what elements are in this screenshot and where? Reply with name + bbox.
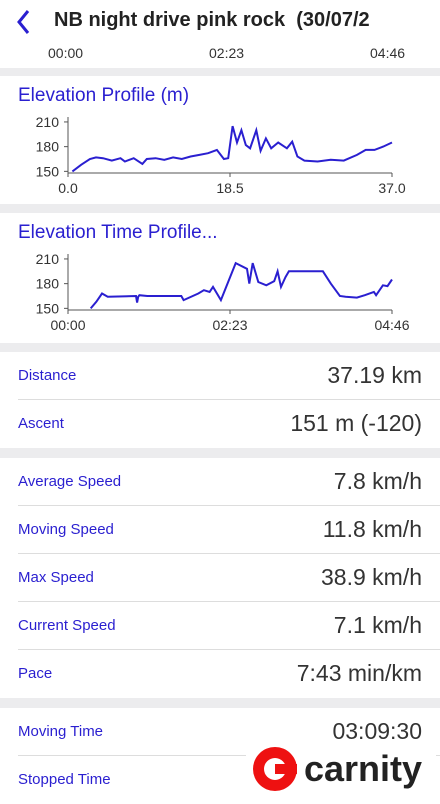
y-tick-label: 210 (36, 114, 60, 130)
chart-card: Elevation Time Profile... 150 180 210 00:00… (0, 213, 440, 343)
chart-card: Elevation Profile (m) 150 180 210 0.0 18.5 37… (0, 76, 440, 204)
stat-value: 03:09:30 (332, 718, 422, 744)
x-tick-label: 00:00 (50, 317, 85, 333)
x-tick-label: 0.0 (58, 180, 78, 196)
x-tick-label: 18.5 (216, 180, 243, 196)
time-label: 00:00 (48, 45, 84, 61)
back-button[interactable] (8, 2, 38, 42)
y-tick-label: 150 (36, 163, 60, 179)
stat-value: 37.19 km (327, 362, 422, 388)
stat-value: 7.1 km/h (333, 612, 422, 638)
stat-label: Distance (18, 367, 77, 384)
y-tick-label: 210 (36, 251, 60, 267)
stat-row: Moving Speed 11.8 km/h (0, 506, 440, 554)
chart-title: Elevation Profile (m) (18, 85, 190, 106)
x-tick-label: 04:46 (374, 317, 409, 333)
chart: 150 180 210 00:00 02:23 04:46 (36, 251, 410, 333)
stat-value: 7.8 km/h (333, 468, 422, 494)
stat-row: Ascent 151 m (-120) (0, 400, 440, 448)
x-tick-label: 02:23 (212, 317, 247, 333)
timeline-axis: 00:00 02:23 04:46 (0, 42, 440, 68)
stats-group: Average Speed 7.8 km/h Moving Speed 11.8 km… (0, 458, 440, 698)
stat-label: Max Speed (18, 569, 94, 586)
x-tick-label: 37.0 (378, 180, 405, 196)
stat-row: Stopped Time (0, 756, 440, 804)
stat-label: Pace (18, 665, 53, 682)
stat-value: 38.9 km/h (321, 564, 422, 590)
stat-value: 11.8 km/h (322, 516, 422, 542)
y-tick-label: 180 (36, 139, 60, 155)
y-tick-label: 150 (36, 300, 60, 316)
stat-row: Distance 37.19 km (0, 352, 440, 400)
chart: 150 180 210 0.0 18.5 37.0 (36, 114, 406, 196)
elevation-line (89, 261, 393, 310)
stat-label: Current Speed (18, 617, 116, 634)
time-label: 02:23 (209, 45, 245, 61)
logo-icon (253, 747, 297, 791)
stat-row: Pace 7:43 min/km (0, 650, 440, 698)
stat-row: Average Speed 7.8 km/h (0, 458, 440, 506)
watermark: carnity (246, 742, 436, 796)
time-label: 04:46 (370, 45, 406, 61)
stat-value: 7:43 min/km (296, 660, 422, 686)
header: NB night drive pink rock (30/07/2 (0, 0, 440, 42)
elevation-line (71, 125, 393, 173)
stat-label: Stopped Time (18, 771, 111, 788)
y-tick-label: 180 (36, 276, 60, 292)
stat-row: Moving Time 03:09:30 (0, 708, 440, 756)
stat-value: 151 m (-120) (290, 410, 422, 436)
stat-row: Max Speed 38.9 km/h (0, 554, 440, 602)
logo-text: carnity (304, 748, 423, 789)
stat-label: Ascent (18, 415, 64, 432)
stats-group: Distance 37.19 km Ascent 151 m (-120) (0, 352, 440, 448)
title: NB night drive pink rock (30/07/2 (54, 9, 370, 31)
chart-title: Elevation Time Profile... (18, 222, 218, 243)
stat-row: Current Speed 7.1 km/h (0, 602, 440, 650)
stat-label: Average Speed (18, 473, 122, 490)
stat-label: Moving Speed (18, 521, 114, 538)
stat-label: Moving Time (18, 723, 104, 740)
